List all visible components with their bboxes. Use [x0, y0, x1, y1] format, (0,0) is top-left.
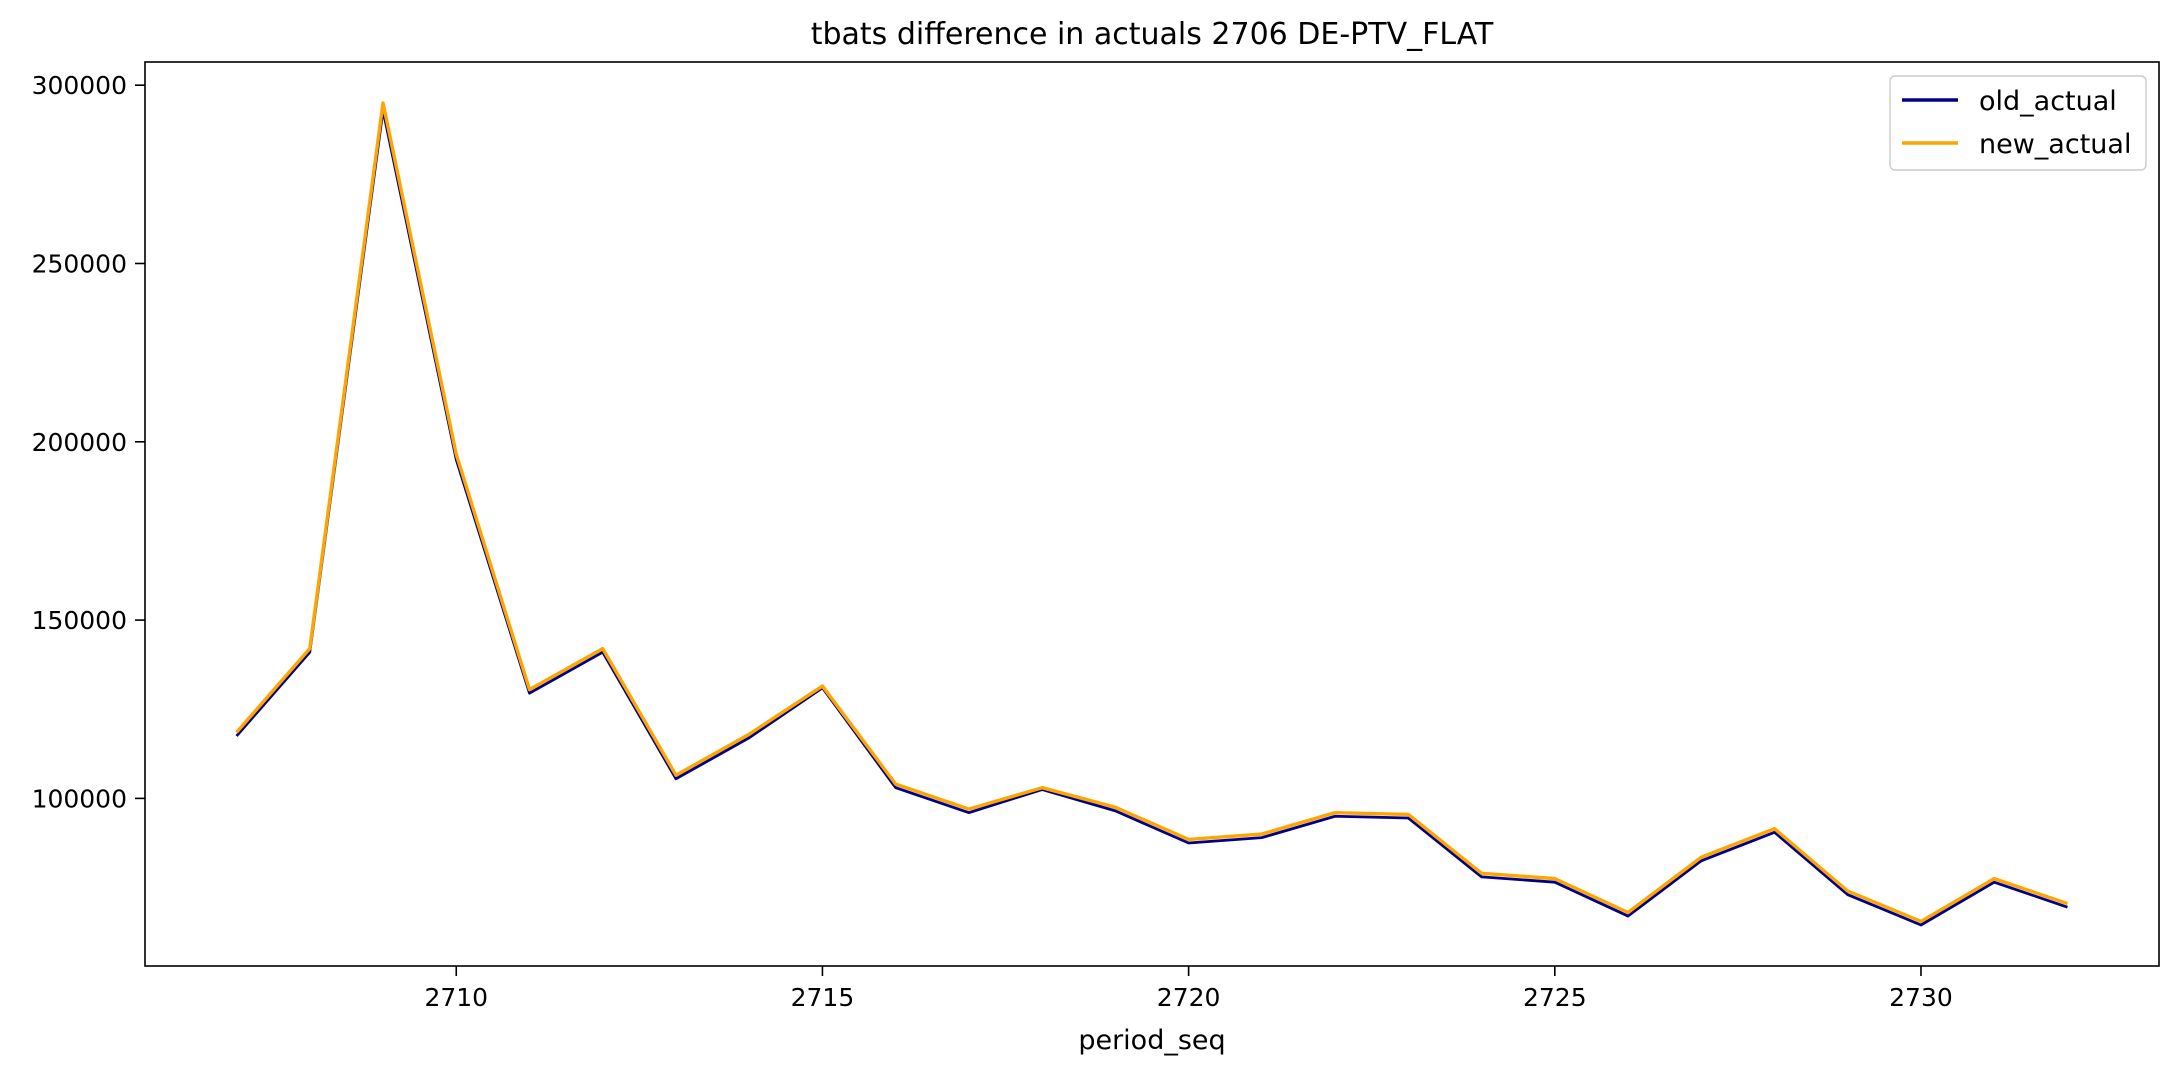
legend-label-new-actual: new_actual: [1979, 129, 2131, 160]
x-tick-label: 2730: [1889, 983, 1953, 1012]
legend-label-old-actual: old_actual: [1979, 86, 2117, 117]
x-tick-label: 2725: [1523, 983, 1587, 1012]
legend: old_actual new_actual: [1889, 75, 2147, 171]
plot-area: 2710 2715 2720 2725 2730 100000 150000 200000 2…: [32, 61, 2160, 1012]
chart-title: tbats difference in actuals 2706 DE-PTV_…: [811, 17, 1494, 52]
series-layer: [235, 101, 2068, 927]
y-tick-label: 250000: [32, 249, 127, 278]
plot-frame: [144, 61, 2160, 967]
x-tick-label: 2720: [1157, 983, 1221, 1012]
plot-background: [145, 62, 2159, 966]
y-axis: 100000 150000 200000 250000 300000: [32, 71, 145, 813]
y-tick-label: 300000: [32, 71, 127, 100]
y-tick-label: 150000: [32, 606, 127, 635]
y-tick-label: 100000: [32, 784, 127, 813]
x-tick-label: 2715: [791, 983, 855, 1012]
series-line-old-actual: [235, 108, 2068, 927]
x-axis: 2710 2715 2720 2725 2730: [424, 966, 1953, 1012]
series-line-new-actual: [235, 101, 2068, 924]
y-tick-label: 200000: [32, 428, 127, 457]
x-tick-label: 2710: [424, 983, 488, 1012]
x-axis-label: period_seq: [1078, 1025, 1225, 1056]
